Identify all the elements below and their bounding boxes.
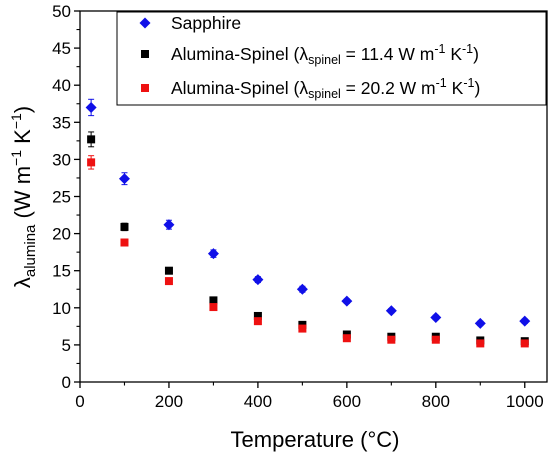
y-tick-label: 10: [52, 299, 71, 318]
y-tick-label: 25: [52, 188, 71, 207]
data-point: [342, 334, 351, 343]
y-tick-label: 40: [52, 76, 71, 95]
x-tick-label: 600: [333, 392, 361, 411]
legend-marker: [139, 17, 151, 29]
y-axis-title: λalumina (W m−1 K−1): [8, 106, 39, 288]
data-point: [341, 295, 353, 307]
data-point: [118, 173, 130, 185]
y-tick-label: 5: [62, 336, 71, 355]
data-point: [209, 296, 218, 305]
legend-text-pre: Alumina-Spinel (λ: [171, 44, 308, 64]
data-point: [253, 311, 262, 320]
legend-text-unit: K: [445, 44, 462, 64]
y-axis-title-symbol: λ: [10, 277, 35, 288]
y-tick-label: 15: [52, 262, 71, 281]
legend-text-sup: -1: [434, 42, 445, 56]
data-point: [387, 335, 396, 344]
data-point: [209, 303, 218, 312]
y-tick-label: 20: [52, 225, 71, 244]
x-tick-label: 0: [75, 392, 84, 411]
x-tick-label: 200: [155, 392, 183, 411]
legend-text-mid: = 20.2 W m: [341, 78, 436, 98]
x-tick-label: 1000: [506, 392, 544, 411]
data-series: [85, 98, 531, 348]
data-point: [87, 135, 96, 144]
y-axis-title-unit-suffix: ): [10, 106, 35, 113]
data-point: [164, 277, 173, 286]
legend-text-sup: -1: [436, 76, 447, 90]
legend-marker: [141, 50, 149, 58]
legend-text-mid: = 11.4 W m: [341, 44, 435, 64]
legend-text-sup: -1: [463, 76, 474, 90]
y-axis-title-unit-prefix: (W m: [10, 166, 35, 225]
legend-text-sub: spinel: [308, 87, 341, 101]
data-point: [385, 305, 397, 317]
y-tick-label: 35: [52, 113, 71, 132]
data-point: [120, 222, 129, 231]
data-point: [431, 335, 440, 344]
legend-text-sup: -1: [462, 42, 473, 56]
y-axis-title-exp-1: −1: [8, 150, 24, 166]
data-point: [252, 274, 264, 286]
x-tick-label: 400: [244, 392, 272, 411]
y-tick-label: 0: [62, 373, 71, 392]
legend-text-post: ): [474, 78, 480, 98]
axes: 0 200 400 600 800 1000 0 5 10 15 20 25 30 35 40 45 50: [52, 2, 548, 411]
data-point: [476, 339, 485, 348]
legend-marker: [141, 84, 149, 92]
legend-text-sub: spinel: [308, 53, 341, 67]
y-tick-label: 50: [52, 2, 71, 21]
y-tick-label: 45: [52, 39, 71, 58]
legend-box: [116, 11, 547, 106]
data-point: [298, 324, 307, 333]
y-axis-title-unit-mid: K: [10, 129, 35, 150]
data-point: [207, 248, 219, 260]
data-point: [296, 283, 308, 295]
y-axis-title-exp-2: −1: [8, 113, 24, 129]
data-point: [253, 317, 262, 326]
y-tick-label: 30: [52, 150, 71, 169]
data-point: [430, 311, 442, 323]
data-point: [120, 238, 129, 247]
data-point: [87, 158, 96, 167]
legend-text-pre: Alumina-Spinel (λ: [171, 78, 308, 98]
series-3: [87, 155, 529, 348]
data-point: [163, 219, 175, 231]
legend-text-unit: K: [447, 78, 464, 98]
legend-entry-3: Alumina-Spinel (λspinel = 20.2 W m-1 K-1…: [171, 76, 480, 101]
data-point: [474, 317, 486, 329]
legend-entry-2: Alumina-Spinel (λspinel = 11.4 W m-1 K-1…: [171, 42, 479, 67]
data-point: [520, 339, 529, 348]
legend-text-post: ): [473, 44, 479, 64]
x-axis-title: Temperature (°C): [231, 427, 400, 452]
legend-entry-1: Sapphire: [171, 13, 241, 33]
y-axis-title-subscript: alumina: [22, 224, 39, 277]
data-point: [164, 266, 173, 275]
data-point: [85, 101, 97, 113]
data-point: [519, 315, 531, 327]
x-tick-label: 800: [422, 392, 450, 411]
series-1: [85, 98, 531, 329]
